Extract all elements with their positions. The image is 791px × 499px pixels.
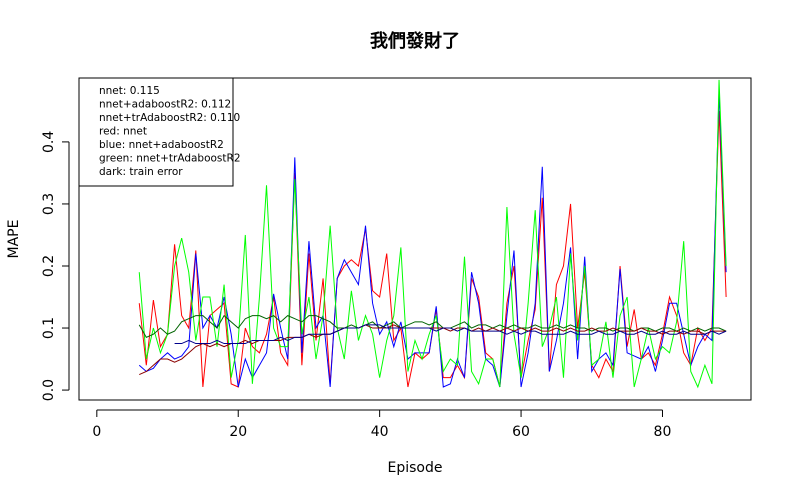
y-tick-label: 0.2 bbox=[41, 255, 57, 277]
x-tick-label: 20 bbox=[229, 424, 247, 440]
annotation-box bbox=[78, 77, 234, 187]
y-tick-label: 0.0 bbox=[41, 379, 57, 401]
series-line bbox=[138, 79, 727, 389]
annotation: dark: train error bbox=[99, 166, 183, 178]
series-line bbox=[138, 314, 727, 338]
annotation: nnet+trAdaboostR2: 0.110 bbox=[99, 112, 240, 124]
annotation: nnet+adaboostR2: 0.112 bbox=[99, 99, 231, 111]
x-axis-label: Episode bbox=[388, 460, 443, 476]
y-axis-label: MAPE bbox=[6, 220, 22, 259]
chart-title: 我們發財了 bbox=[370, 30, 460, 52]
series-line bbox=[174, 324, 727, 345]
x-tick-label: 0 bbox=[92, 424, 101, 440]
x-tick-label: 40 bbox=[371, 424, 389, 440]
annotation: blue: nnet+adaboostR2 bbox=[99, 139, 224, 151]
y-tick-label: 0.1 bbox=[41, 317, 57, 339]
x-tick-label: 60 bbox=[512, 424, 530, 440]
x-tick-label: 80 bbox=[654, 424, 672, 440]
plot-frame bbox=[78, 77, 752, 401]
y-tick-label: 0.4 bbox=[41, 131, 57, 153]
annotation: green: nnet+trAdaboostR2 bbox=[99, 153, 241, 165]
annotation: red: nnet bbox=[99, 126, 147, 138]
y-tick-label: 0.3 bbox=[41, 193, 57, 215]
annotation: nnet: 0.115 bbox=[99, 85, 160, 97]
